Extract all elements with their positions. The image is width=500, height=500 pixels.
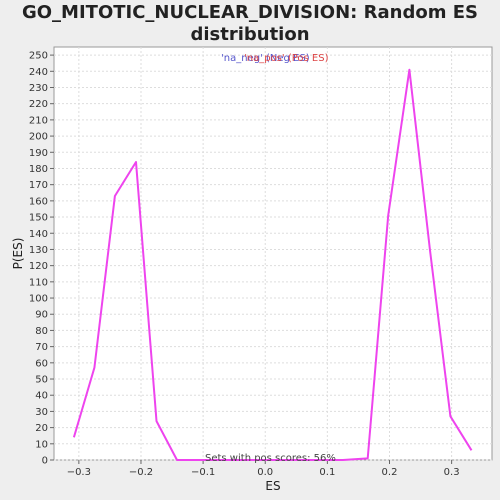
y-tick-label: 100 (29, 294, 48, 305)
y-tick-label: 200 (29, 132, 48, 143)
y-tick-label: 110 (29, 277, 48, 288)
y-tick-label: 120 (29, 261, 48, 272)
x-tick-label: 0.3 (444, 467, 460, 478)
y-tick-label: 220 (29, 99, 48, 110)
y-tick-label: 30 (35, 407, 48, 418)
y-tick-label: 190 (29, 148, 48, 159)
y-tick-label: 60 (35, 358, 48, 369)
x-axis: −0.3 −0.2 −0.1 0.0 0.1 0.2 0.3 (67, 460, 460, 478)
grid-lines (54, 47, 492, 461)
chart-title-line1: GO_MITOTIC_NUCLEAR_DIVISION: Random ES (21, 2, 478, 23)
y-axis-label: P(ES) (11, 238, 25, 270)
y-tick-label: 90 (35, 310, 48, 321)
pos-scores-annotation: Sets with pos scores: 56% (205, 453, 336, 464)
x-tick-label: −0.3 (67, 467, 91, 478)
y-tick-label: 50 (35, 375, 48, 386)
x-tick-label: 0.1 (319, 467, 335, 478)
y-tick-label: 20 (35, 423, 48, 434)
chart-title: GO_MITOTIC_NUCLEAR_DIVISION: Random ES d… (0, 2, 500, 46)
y-tick-label: 210 (29, 115, 48, 126)
y-tick-label: 240 (29, 67, 48, 78)
x-tick-label: −0.1 (191, 467, 215, 478)
y-tick-label: 170 (29, 180, 48, 191)
y-tick-label: 180 (29, 164, 48, 175)
series-line (72, 68, 473, 461)
y-tick-label: 140 (29, 229, 48, 240)
y-tick-label: 10 (35, 439, 48, 450)
y-tick-label: 40 (35, 391, 48, 402)
x-axis-label: ES (265, 479, 280, 493)
y-tick-label: 150 (29, 213, 48, 224)
legend-entry-neg: 'na_neg' (Neg ES) (221, 53, 310, 64)
x-tick-label: 0.0 (257, 467, 273, 478)
y-tick-label: 250 (29, 51, 48, 62)
y-tick-label: 230 (29, 83, 48, 94)
y-axis: 0 10 20 30 40 50 60 70 80 90 100 110 120 130 140 150 160… (29, 51, 54, 467)
y-tick-label: 70 (35, 342, 48, 353)
y-tick-label: 160 (29, 196, 48, 207)
chart-title-line2: distribution (190, 24, 310, 45)
legend-entry-pos: 'na_pos' (Pos ES) (244, 53, 329, 64)
y-tick-label: 0 (42, 456, 48, 467)
y-tick-label: 80 (35, 326, 48, 337)
x-tick-label: 0.2 (382, 467, 398, 478)
series-group (72, 68, 473, 461)
plot-area (53, 46, 493, 461)
y-tick-label: 130 (29, 245, 48, 256)
x-tick-label: −0.2 (129, 467, 153, 478)
